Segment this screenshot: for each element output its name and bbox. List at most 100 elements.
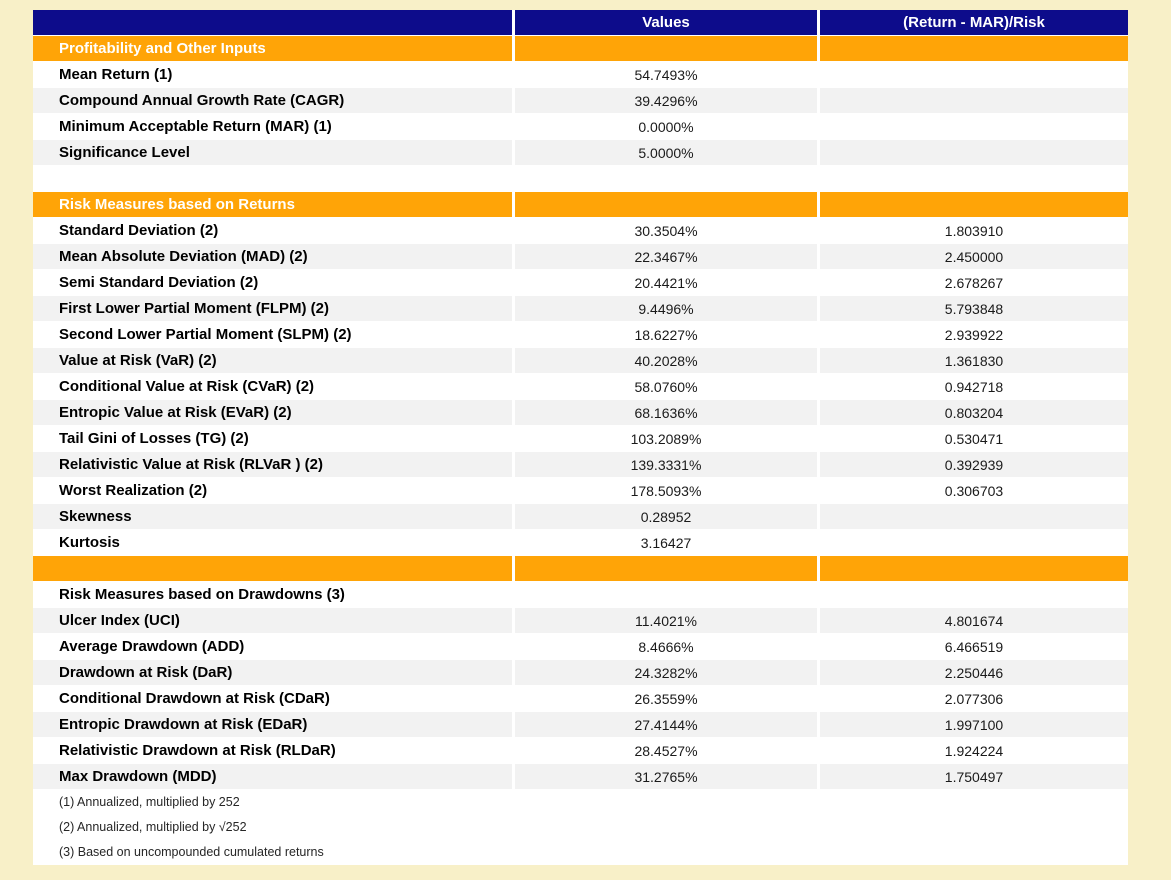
metric-label: Relativistic Value at Risk (RLVaR ) (2) [33, 452, 512, 477]
metric-ratio [820, 140, 1128, 165]
metric-value: 31.2765% [515, 764, 817, 789]
metric-row: Mean Absolute Deviation (MAD) (2) 22.346… [33, 244, 1128, 270]
metric-label: Worst Realization (2) [33, 478, 512, 503]
metric-label: Drawdown at Risk (DaR) [33, 660, 512, 685]
metric-value: 178.5093% [515, 478, 817, 503]
section-header-row: Profitability and Other Inputs [33, 36, 1128, 62]
footnote: (1) Annualized, multiplied by 252 [33, 790, 1128, 815]
metric-value: 103.2089% [515, 426, 817, 451]
metric-label: Mean Return (1) [33, 62, 512, 87]
metric-label: Second Lower Partial Moment (SLPM) (2) [33, 322, 512, 347]
metric-value: 40.2028% [515, 348, 817, 373]
metric-value: 5.0000% [515, 140, 817, 165]
metric-ratio: 1.924224 [820, 738, 1128, 763]
metric-label: Significance Level [33, 140, 512, 165]
metric-value: 18.6227% [515, 322, 817, 347]
metric-ratio: 0.803204 [820, 400, 1128, 425]
metric-label: Mean Absolute Deviation (MAD) (2) [33, 244, 512, 269]
metric-ratio: 5.793848 [820, 296, 1128, 321]
metric-row: Relativistic Value at Risk (RLVaR ) (2) … [33, 452, 1128, 478]
metric-row: Significance Level 5.0000% [33, 140, 1128, 166]
metric-label: Relativistic Drawdown at Risk (RLDaR) [33, 738, 512, 763]
metric-ratio: 2.450000 [820, 244, 1128, 269]
metric-value: 22.3467% [515, 244, 817, 269]
risk-report-table: Values (Return - MAR)/Risk Profitability… [33, 10, 1128, 865]
metric-label: Tail Gini of Losses (TG) (2) [33, 426, 512, 451]
metric-label: First Lower Partial Moment (FLPM) (2) [33, 296, 512, 321]
metric-ratio [820, 62, 1128, 87]
blank-cell [33, 166, 512, 191]
metric-row: Entropic Drawdown at Risk (EDaR) 27.4144… [33, 712, 1128, 738]
section-title: Risk Measures based on Returns [33, 192, 512, 217]
section-divider-row [33, 556, 1128, 582]
metric-row: Average Drawdown (ADD) 8.4666% 6.466519 [33, 634, 1128, 660]
metric-row: First Lower Partial Moment (FLPM) (2) 9.… [33, 296, 1128, 322]
section-title [33, 556, 512, 581]
metric-ratio: 0.942718 [820, 374, 1128, 399]
metric-row: Compound Annual Growth Rate (CAGR) 39.42… [33, 88, 1128, 114]
metric-value: 9.4496% [515, 296, 817, 321]
metric-label: Max Drawdown (MDD) [33, 764, 512, 789]
metric-ratio: 0.530471 [820, 426, 1128, 451]
metric-row: Minimum Acceptable Return (MAR) (1) 0.00… [33, 114, 1128, 140]
metric-value: 20.4421% [515, 270, 817, 295]
col-header-blank [33, 10, 512, 35]
metric-ratio [820, 88, 1128, 113]
metric-ratio [820, 114, 1128, 139]
metric-label: Value at Risk (VaR) (2) [33, 348, 512, 373]
section-title: Profitability and Other Inputs [33, 36, 512, 61]
metric-label: Skewness [33, 504, 512, 529]
footnote: (3) Based on uncompounded cumulated retu… [33, 840, 1128, 865]
metric-row: Standard Deviation (2) 30.3504% 1.803910 [33, 218, 1128, 244]
metric-value: 0.0000% [515, 114, 817, 139]
metric-value: 54.7493% [515, 62, 817, 87]
metric-row: Max Drawdown (MDD) 31.2765% 1.750497 [33, 764, 1128, 790]
metric-label: Ulcer Index (UCI) [33, 608, 512, 633]
metric-ratio: 2.939922 [820, 322, 1128, 347]
metric-row: Kurtosis 3.16427 [33, 530, 1128, 556]
metric-value: 68.1636% [515, 400, 817, 425]
metric-label: Conditional Value at Risk (CVaR) (2) [33, 374, 512, 399]
metric-ratio: 4.801674 [820, 608, 1128, 633]
metric-ratio: 2.077306 [820, 686, 1128, 711]
metric-row: Semi Standard Deviation (2) 20.4421% 2.6… [33, 270, 1128, 296]
metric-ratio: 2.250446 [820, 660, 1128, 685]
metric-value: 8.4666% [515, 634, 817, 659]
metric-label: Compound Annual Growth Rate (CAGR) [33, 88, 512, 113]
metric-row: Second Lower Partial Moment (SLPM) (2) 1… [33, 322, 1128, 348]
metric-row: Drawdown at Risk (DaR) 24.3282% 2.250446 [33, 660, 1128, 686]
metric-ratio: 1.750497 [820, 764, 1128, 789]
subsection-title: Risk Measures based on Drawdowns (3) [33, 582, 512, 607]
metric-label: Conditional Drawdown at Risk (CDaR) [33, 686, 512, 711]
table-header-row: Values (Return - MAR)/Risk [33, 10, 1128, 36]
metric-value: 11.4021% [515, 608, 817, 633]
metric-row: Tail Gini of Losses (TG) (2) 103.2089% 0… [33, 426, 1128, 452]
metric-ratio: 1.803910 [820, 218, 1128, 243]
footnote: (2) Annualized, multiplied by √252 [33, 815, 1128, 840]
metric-label: Semi Standard Deviation (2) [33, 270, 512, 295]
metric-value: 3.16427 [515, 530, 817, 555]
metric-label: Average Drawdown (ADD) [33, 634, 512, 659]
metric-value: 58.0760% [515, 374, 817, 399]
metric-row: Ulcer Index (UCI) 11.4021% 4.801674 [33, 608, 1128, 634]
metric-value: 30.3504% [515, 218, 817, 243]
table-body: Profitability and Other Inputs Mean Retu… [33, 36, 1128, 865]
metric-value: 139.3331% [515, 452, 817, 477]
metric-ratio: 6.466519 [820, 634, 1128, 659]
spacer-row [33, 166, 1128, 192]
metric-value: 0.28952 [515, 504, 817, 529]
metric-row: Conditional Value at Risk (CVaR) (2) 58.… [33, 374, 1128, 400]
metric-label: Entropic Drawdown at Risk (EDaR) [33, 712, 512, 737]
metric-value: 28.4527% [515, 738, 817, 763]
metric-ratio: 0.392939 [820, 452, 1128, 477]
metric-ratio: 1.997100 [820, 712, 1128, 737]
metric-row: Worst Realization (2) 178.5093% 0.306703 [33, 478, 1128, 504]
metric-row: Entropic Value at Risk (EVaR) (2) 68.163… [33, 400, 1128, 426]
metric-value: 26.3559% [515, 686, 817, 711]
metric-ratio: 0.306703 [820, 478, 1128, 503]
metric-value: 27.4144% [515, 712, 817, 737]
metric-label: Standard Deviation (2) [33, 218, 512, 243]
metric-value: 39.4296% [515, 88, 817, 113]
metric-ratio [820, 504, 1128, 529]
